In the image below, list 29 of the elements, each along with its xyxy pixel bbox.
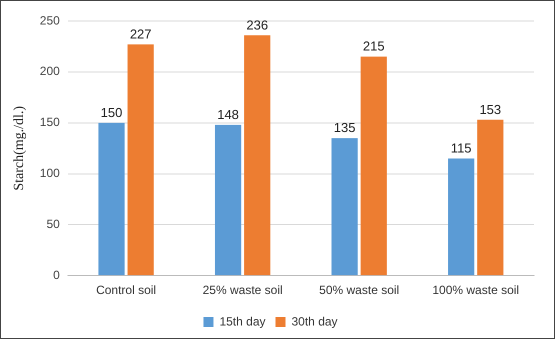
- legend-label: 30th day: [292, 314, 338, 328]
- bar: [448, 158, 474, 276]
- bar: [128, 44, 154, 276]
- y-tick-label: 250: [40, 13, 60, 28]
- y-tick-label: 50: [46, 216, 60, 231]
- y-tick-label: 100: [40, 166, 60, 180]
- bar: [98, 122, 125, 276]
- data-label: 115: [450, 140, 472, 156]
- bar: [332, 138, 358, 276]
- x-tick-label: 100% waste soil: [432, 283, 520, 298]
- bar: [244, 35, 270, 276]
- x-tick-label: 25% waste soil: [202, 283, 283, 298]
- data-label: 215: [362, 38, 385, 54]
- bar: [214, 124, 242, 276]
- data-label: 150: [100, 104, 122, 120]
- data-label: 227: [130, 26, 152, 42]
- legend-label: 15th day: [219, 314, 266, 328]
- x-tick-label: Control soil: [96, 283, 156, 298]
- y-tick-label: 200: [40, 64, 60, 78]
- data-label: 236: [246, 17, 268, 32]
- data-label: 148: [217, 106, 239, 122]
- data-label: 153: [479, 102, 502, 117]
- y-tick-label: 0: [53, 268, 60, 282]
- y-axis-title: Starch(mg./dl.): [12, 106, 28, 191]
- bar: [477, 120, 504, 276]
- data-label: 135: [334, 120, 356, 136]
- y-tick-label: 150: [40, 115, 60, 130]
- bar: [360, 56, 387, 276]
- x-tick-label: 50% waste soil: [319, 283, 400, 298]
